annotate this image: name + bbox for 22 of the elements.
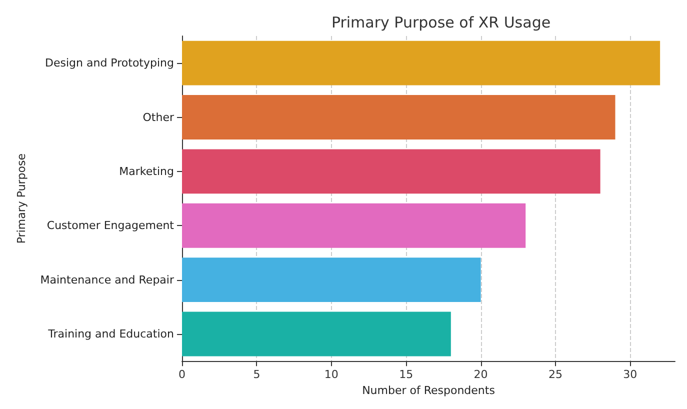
x-tick-label: 15 [399, 368, 414, 382]
bar [182, 312, 451, 356]
y-tick-label: Marketing [119, 164, 174, 178]
bar [182, 149, 600, 194]
bar [182, 95, 616, 140]
x-tick-label: 5 [253, 368, 260, 382]
x-tick-label: 10 [324, 368, 338, 382]
x-axis-title: Number of Respondents [362, 384, 496, 397]
chart-title: Primary Purpose of XR Usage [331, 14, 551, 32]
x-tick-label: 25 [548, 368, 562, 382]
bar [182, 203, 526, 248]
y-tick-label: Other [142, 110, 174, 124]
bar [182, 258, 481, 302]
x-tick-label: 0 [178, 368, 186, 382]
y-tick-label: Customer Engagement [46, 219, 175, 232]
y-tick-label: Maintenance and Repair [40, 273, 174, 286]
y-axis-title: Primary Purpose [15, 153, 28, 244]
y-tick-label: Design and Prototyping [45, 56, 174, 70]
bar [182, 40, 660, 86]
x-tick-label: 20 [474, 368, 488, 382]
y-tick-label: Training and Education [47, 328, 174, 341]
x-tick-label: 30 [623, 368, 638, 382]
